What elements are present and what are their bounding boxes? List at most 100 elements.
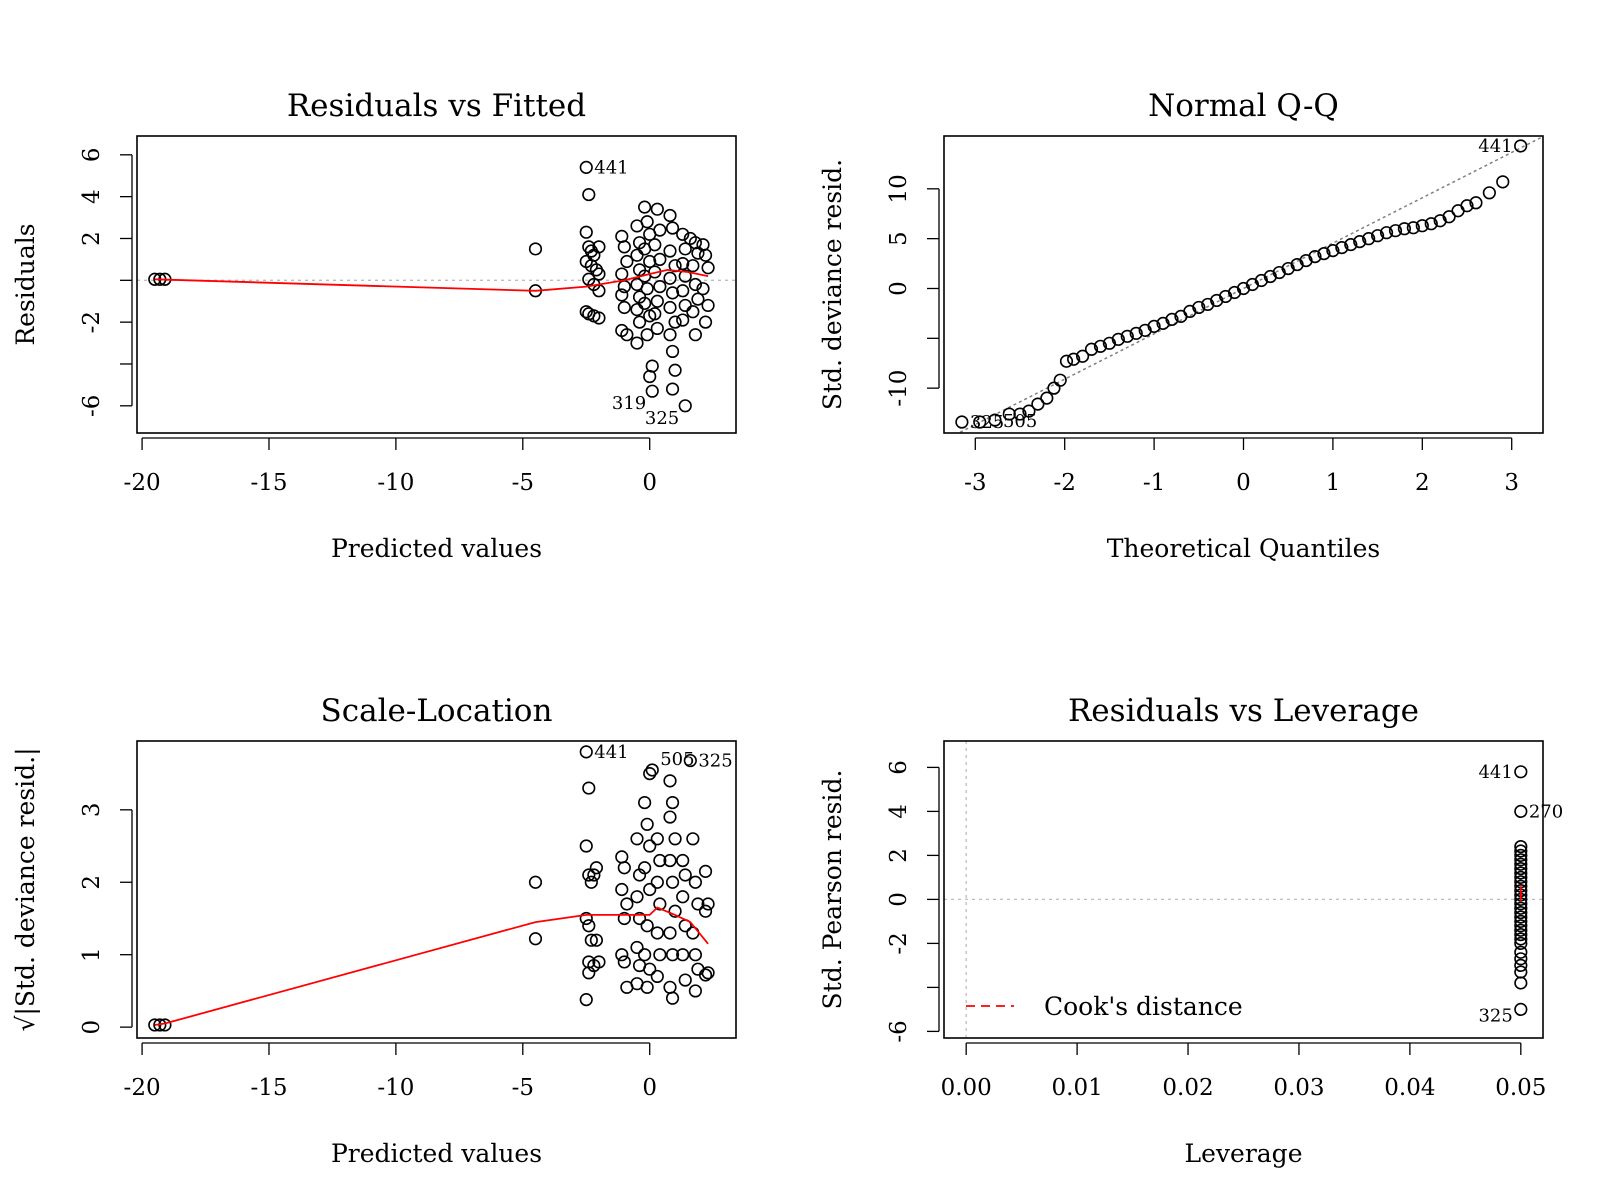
plot-frame (136, 740, 737, 1039)
smooth-line (154, 906, 709, 1026)
data-point (698, 968, 713, 982)
y-tick-label: -6 (886, 1020, 912, 1042)
data-point (640, 282, 654, 296)
data-point (589, 861, 604, 875)
legend-label: Cook's distance (1044, 992, 1243, 1021)
data-point (584, 933, 598, 947)
point-label: 325 (1478, 1005, 1512, 1026)
data-point (1514, 861, 1528, 876)
y-tick-label: 6 (79, 148, 105, 163)
plot-frame (943, 135, 1544, 434)
data-point (1308, 249, 1322, 264)
data-point (648, 238, 662, 252)
data-point (688, 984, 702, 998)
data-point (1514, 901, 1528, 915)
data-point (1326, 244, 1340, 258)
y-tick-label: -2 (79, 311, 105, 333)
panel-4: Residuals vs Leverage Leverage Std. Pearso… (818, 693, 1563, 1168)
x-tick-label: -1 (1143, 470, 1165, 496)
data-point (617, 955, 631, 969)
data-point (638, 795, 652, 810)
data-point (1514, 765, 1528, 779)
qq-reference-line (956, 136, 1543, 433)
data-point (1514, 927, 1528, 942)
data-point (638, 861, 652, 875)
data-point (665, 948, 680, 962)
point-label: 441 (1478, 762, 1512, 783)
data-point (615, 288, 629, 302)
data-point (1397, 222, 1412, 236)
data-point (698, 315, 713, 329)
x-tick-label: 1 (1326, 470, 1341, 496)
y-axis-label: Std. deviance resid. (818, 159, 847, 410)
data-point (638, 296, 652, 310)
plot-frame (943, 740, 1544, 1039)
y-tick-label: 0 (886, 892, 912, 907)
data-point (528, 242, 543, 256)
data-point (653, 948, 667, 962)
data-point (678, 298, 692, 313)
y-tick-label: 1 (79, 947, 105, 962)
data-point (1514, 870, 1528, 885)
x-tick-label: -15 (250, 470, 287, 496)
data-point (701, 298, 715, 313)
data-point (632, 315, 647, 329)
data-point (615, 948, 629, 962)
x-tick-label: -15 (250, 1075, 287, 1101)
x-tick-label: 0 (642, 1075, 657, 1101)
x-tick-label: 0.03 (1273, 1075, 1324, 1101)
data-point (676, 853, 690, 868)
y-tick-label: 4 (79, 189, 105, 204)
data-point (587, 868, 601, 882)
data-point (1514, 844, 1528, 858)
data-point (1514, 839, 1528, 854)
data-point (582, 966, 596, 980)
data-point (1002, 407, 1016, 421)
plot-frame (136, 135, 737, 434)
data-point (688, 948, 702, 962)
data-point (645, 763, 659, 777)
data-point (1460, 199, 1474, 213)
data-point (698, 864, 713, 878)
data-point (650, 202, 664, 216)
data-point (620, 254, 634, 269)
data-point (665, 991, 680, 1005)
data-point (620, 897, 634, 911)
data-point (638, 948, 652, 962)
data-point (1514, 139, 1528, 153)
x-tick-label: 0.01 (1052, 1075, 1103, 1101)
data-point (701, 261, 715, 275)
data-point (617, 279, 631, 294)
y-tick-label: 2 (79, 875, 105, 890)
data-point (630, 248, 644, 262)
x-tick-label: -2 (1053, 470, 1075, 496)
data-point (1129, 326, 1143, 340)
data-point (643, 882, 657, 897)
data-point (643, 766, 657, 781)
x-tick-label: 0 (1236, 470, 1251, 496)
data-point (653, 279, 667, 294)
x-tick-label: 0.05 (1495, 1075, 1546, 1101)
data-point (676, 227, 690, 241)
data-point (592, 955, 606, 969)
data-point (668, 315, 682, 329)
data-point (1075, 349, 1090, 363)
data-point (698, 248, 713, 262)
data-point (582, 868, 596, 882)
y-tick-label: -2 (886, 932, 912, 954)
data-point (663, 853, 677, 868)
panel-1: Residuals vs Fitted Predicted values Resid… (11, 88, 737, 563)
data-point (665, 875, 680, 889)
data-point (1040, 391, 1054, 405)
data-point (1514, 910, 1528, 924)
data-point (663, 300, 677, 315)
data-point (620, 328, 634, 342)
data-point (1022, 404, 1036, 418)
y-axis-label: √|Std. deviance resid.| (11, 747, 41, 1031)
data-point (1514, 804, 1528, 819)
y-axis-label: Std. Pearson resid. (818, 770, 847, 1010)
data-point (1344, 238, 1358, 252)
data-point (579, 305, 593, 319)
data-point (676, 948, 690, 962)
